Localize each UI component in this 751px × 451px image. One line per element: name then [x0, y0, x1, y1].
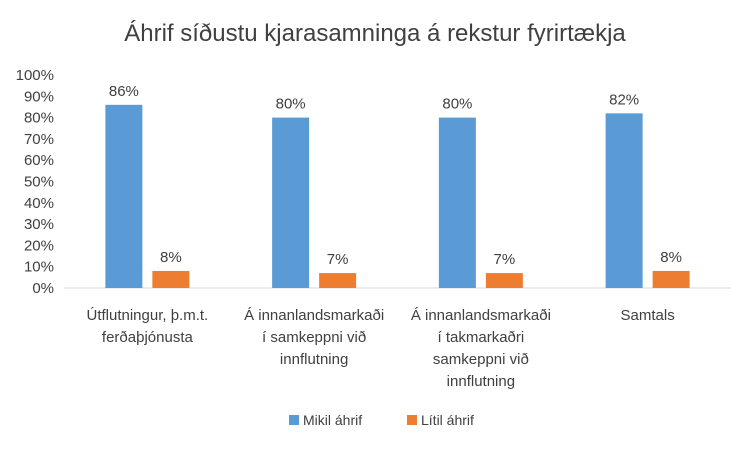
data-label: 86% [109, 83, 139, 100]
category-label: Útflutningur, þ.m.t. [87, 307, 209, 324]
y-tick-label: 20% [24, 237, 54, 254]
data-label: 7% [327, 251, 349, 268]
category-label: innflutning [280, 351, 348, 368]
bar-mikil [272, 117, 310, 288]
legend-swatch [289, 415, 299, 425]
bar-litil [652, 270, 690, 288]
plot-area: 86% 8% 80% 7% 80% 7% 82% 8% [105, 83, 690, 288]
y-tick-label: 50% [24, 174, 54, 191]
bar-mikil [438, 117, 476, 288]
category-label: í samkeppni við [262, 329, 366, 346]
bar-litil [152, 270, 190, 288]
data-label: 80% [442, 96, 472, 113]
legend-label: Mikil áhrif [303, 412, 362, 428]
data-label: 8% [160, 249, 182, 266]
category-label: Á innanlandsmarkaði [411, 307, 551, 324]
category-label: samkeppni við [433, 351, 529, 368]
bar-litil [485, 273, 523, 288]
y-axis: 0% 10% 20% 30% 40% 50% 60% 70% 80% 90% 100% [16, 67, 731, 297]
y-tick-label: 100% [16, 67, 54, 84]
bar-mikil [605, 113, 643, 288]
chart-title: Áhrif síðustu kjarasamninga á rekstur fy… [124, 20, 626, 47]
legend-swatch [407, 415, 417, 425]
y-tick-label: 40% [24, 195, 54, 212]
data-label: 80% [276, 96, 306, 113]
category-label: innflutning [447, 373, 515, 390]
bar-mikil [105, 104, 143, 288]
y-tick-label: 10% [24, 259, 54, 276]
bar-litil [319, 273, 357, 288]
y-tick-label: 90% [24, 88, 54, 105]
category-label: Á innanlandsmarkaði [244, 307, 384, 324]
data-label: 7% [494, 251, 516, 268]
y-tick-label: 70% [24, 131, 54, 148]
category-label: í takmarkaðri [438, 329, 525, 346]
data-label: 8% [660, 249, 682, 266]
data-label: 82% [609, 91, 639, 108]
x-axis: Útflutningur, þ.m.t. ferðaþjónusta Á innan… [87, 307, 675, 390]
category-label: Samtals [621, 307, 675, 324]
category-label: ferðaþjónusta [102, 329, 194, 346]
y-tick-label: 0% [32, 280, 54, 297]
legend-label: Lítil áhrif [421, 412, 474, 428]
y-tick-label: 30% [24, 216, 54, 233]
legend: Mikil áhrif Lítil áhrif [289, 412, 474, 428]
y-tick-label: 80% [24, 110, 54, 127]
y-tick-label: 60% [24, 152, 54, 169]
